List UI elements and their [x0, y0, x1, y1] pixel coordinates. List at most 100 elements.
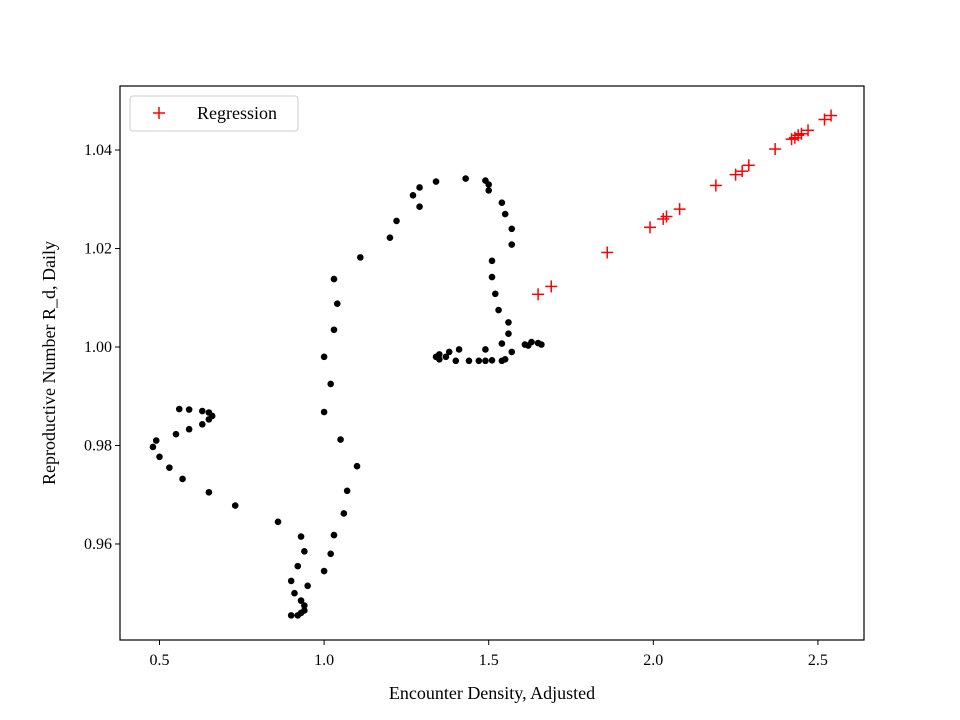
data-point — [152, 437, 160, 444]
data-point — [297, 533, 305, 540]
data-point — [508, 225, 516, 233]
data-point — [333, 300, 341, 307]
data-point — [172, 430, 180, 438]
legend-label-regression: Regression — [197, 103, 277, 123]
data-point — [330, 531, 338, 539]
data-point — [482, 357, 489, 365]
data-point — [485, 187, 493, 194]
data-point — [538, 341, 545, 348]
y-tick-label: 1.00 — [84, 339, 112, 356]
data-point — [149, 443, 157, 451]
data-point — [353, 462, 361, 470]
regression-point — [601, 246, 614, 259]
data-point — [175, 405, 183, 413]
data-point — [482, 346, 489, 353]
data-point — [498, 199, 506, 207]
regression-point — [825, 109, 838, 122]
data-point — [297, 597, 305, 604]
regression-point — [660, 210, 673, 223]
axis-ticks: 0.5 1.0 1.5 2.0 2.5 0.96 0.98 1.00 1.02 1.04 — [84, 142, 828, 669]
regression-point — [709, 179, 722, 192]
data-point — [416, 184, 423, 191]
data-point — [337, 436, 344, 443]
x-tick-label: 2.0 — [643, 652, 663, 669]
data-point — [199, 421, 206, 428]
data-point — [442, 353, 450, 361]
data-point — [205, 409, 213, 416]
data-point — [301, 548, 308, 555]
data-point — [505, 319, 512, 326]
data-point — [291, 589, 298, 597]
regression-point — [545, 280, 558, 293]
regression-point — [769, 143, 782, 156]
data-point — [301, 607, 308, 614]
data-point — [436, 356, 443, 363]
data-point — [498, 357, 506, 365]
x-tick-label: 1.0 — [314, 652, 334, 669]
data-point — [409, 192, 417, 199]
data-point — [156, 453, 163, 461]
data-point — [320, 353, 328, 361]
data-point — [231, 502, 239, 509]
data-point — [205, 488, 213, 496]
data-point — [327, 380, 334, 388]
data-point — [508, 241, 516, 248]
data-point — [294, 562, 302, 570]
data-point — [340, 510, 348, 517]
y-tick-label: 0.98 — [84, 437, 112, 454]
data-point — [495, 306, 502, 314]
legend-plus-marker — [153, 107, 165, 119]
x-tick-label: 1.5 — [479, 652, 499, 669]
regression-point — [742, 159, 755, 172]
regression-point — [532, 288, 545, 301]
data-point — [327, 550, 334, 558]
data-point — [505, 330, 512, 337]
data-point — [330, 326, 338, 334]
regression-point — [818, 113, 831, 126]
data-point — [357, 254, 364, 261]
legend-box — [129, 95, 299, 132]
axes-frame — [119, 85, 865, 641]
data-point — [465, 357, 473, 365]
data-point — [199, 407, 206, 415]
y-axis-label: Reproductive Number R_d, Daily — [39, 241, 59, 485]
plot-marks — [149, 109, 838, 619]
data-point — [432, 178, 440, 185]
data-point — [166, 464, 173, 471]
legend: Regression — [129, 95, 299, 132]
data-point — [498, 340, 506, 347]
data-point — [343, 487, 351, 495]
data-point — [524, 342, 532, 349]
data-point — [287, 612, 295, 619]
data-point — [386, 234, 394, 241]
data-point — [452, 357, 460, 365]
regression-point — [729, 168, 742, 181]
regression-point — [802, 124, 815, 137]
data-point — [491, 290, 499, 298]
data-point — [475, 357, 483, 365]
regression-point — [736, 165, 749, 178]
data-point — [501, 210, 509, 218]
data-point — [320, 408, 328, 416]
y-tick-label: 1.02 — [84, 241, 112, 258]
data-point — [185, 425, 193, 433]
data-point — [301, 602, 308, 609]
data-point — [488, 356, 496, 364]
data-point — [508, 348, 516, 356]
data-point — [330, 275, 338, 283]
data-point — [462, 175, 469, 182]
data-point — [320, 567, 328, 575]
regression-point — [673, 203, 686, 216]
data-point — [274, 518, 282, 526]
data-point — [488, 273, 496, 281]
data-point — [416, 203, 423, 210]
data-point — [488, 257, 496, 265]
regression-point — [644, 221, 657, 234]
y-tick-label: 0.96 — [84, 536, 112, 553]
data-point — [287, 577, 295, 585]
data-point — [393, 217, 400, 225]
regression-point — [795, 127, 808, 140]
x-tick-label: 0.5 — [150, 652, 170, 669]
